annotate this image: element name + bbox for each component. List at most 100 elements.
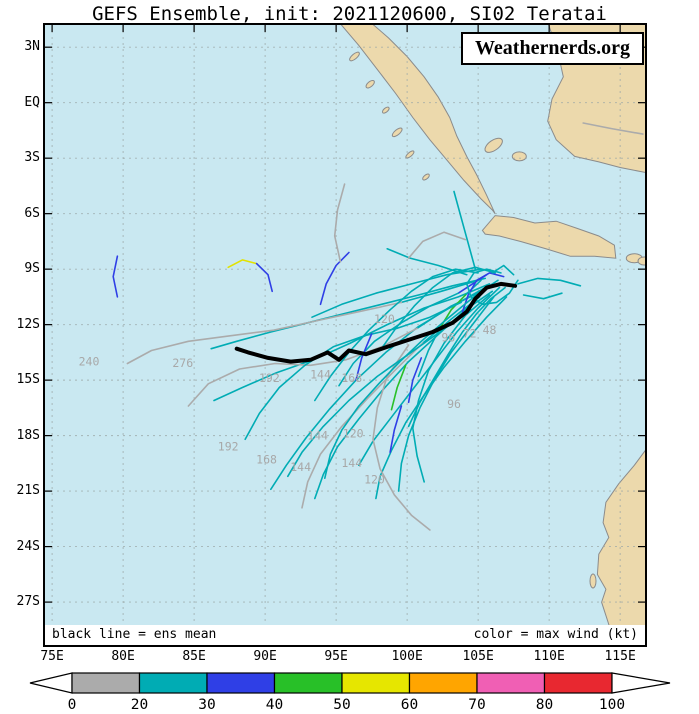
lat-label: 21S [16,483,40,499]
ensemble-track [126,301,403,365]
colorbar-label: 40 [266,697,283,712]
lon-label: 75E [40,649,64,664]
lon-label: 80E [111,649,135,664]
legend-note-mean: black line = ens mean [52,627,217,642]
ensemble-track [319,251,350,306]
island-simeulue [349,51,360,62]
ensemble-track [389,405,403,454]
island-bangka [484,137,503,153]
island-pagai [405,150,415,159]
lon-label: 115E [604,649,636,664]
lat-label: 15S [16,372,40,388]
lat-label: 12S [16,316,40,332]
graticule [45,25,645,645]
ensemble-track [407,231,467,259]
island-batu [381,106,390,114]
lon-label: 85E [182,649,206,664]
legend-note-color: color = max wind (kt) [473,627,638,642]
lon-label: 90E [253,649,277,664]
lon-label: 110E [533,649,565,664]
ensemble-track [287,309,472,478]
ensemble-track [355,333,373,381]
ensemble-track [407,357,423,404]
hour-label: 144 [310,367,331,381]
ensemble-track [358,286,501,466]
lat-label: 24S [16,538,40,554]
colorbar-segment [206,672,276,694]
watermark-box: Weathernerds.org [461,32,644,65]
hour-label: 72 [463,327,477,341]
ocean-area [45,25,645,645]
colorbar-label: 80 [536,697,553,712]
hour-label: 192 [259,371,280,385]
ensemble-track [301,342,424,509]
ensemble-track [227,259,258,269]
lat-label: 3N [24,39,40,55]
ensemble-track [517,277,582,287]
lon-label: 105E [462,649,494,664]
island-siberut [391,127,403,138]
hour-label: 192 [218,439,239,453]
hour-label: 144 [341,456,362,470]
colorbar-segment [71,672,141,694]
hour-label: 96 [441,330,455,344]
ensemble-track [324,279,499,479]
colorbar-label: 20 [131,697,148,712]
ensemble-track [453,190,477,270]
colorbar-label: 50 [333,697,350,712]
ensemble-track [461,272,505,313]
colorbar-label: 30 [198,697,215,712]
ensemble-track [338,292,460,387]
island-lombok [637,256,645,266]
hour-label: 120 [343,426,364,440]
island-enggano [422,173,430,181]
lon-label: 100E [391,649,423,664]
colorbar-segment [273,672,343,694]
lat-label: 9S [24,261,40,277]
island-nias [365,79,375,89]
island-belitung [511,151,527,162]
colorbar-arrow-right [611,672,671,694]
ensemble-track [372,344,431,531]
ensemble-track [255,262,273,293]
mean-track [234,281,518,364]
ensemble-track [244,301,462,441]
colorbar-arrow-left [29,672,73,694]
ensemble-track [213,283,491,402]
hour-label: 144 [290,460,311,474]
colorbar-label: 0 [68,697,77,712]
ensemble-track [407,286,506,428]
ensemble-track [416,288,486,330]
figure-title: GEFS Ensemble, init: 2021120600, SI02 Te… [92,3,607,25]
ensemble-track [582,122,644,135]
colorbar-segment [341,672,411,694]
ensemble-track [397,296,495,492]
island-dirk-hartog [589,573,597,589]
colorbar-segment [543,672,613,694]
hour-label: 48 [483,323,497,337]
map-panel: 240 276 192 144 168 120 96 72 48 192 168 144 144 120 1… [43,23,647,647]
ensemble-track [333,183,346,263]
lat-label: 27S [16,594,40,610]
ensemble-track [522,292,563,300]
colorbar-segment [408,672,478,694]
ensemble-track [412,294,491,483]
watermark-text: Weathernerds.org [475,37,630,59]
hour-label: 120 [374,312,395,326]
colorbar-label: 70 [468,697,485,712]
colorbar-segment [138,672,208,694]
colorbar-label: 60 [401,697,418,712]
lat-label: 6S [24,205,40,221]
lon-label: 95E [324,649,348,664]
ensemble-track [466,268,519,306]
ensemble-track [400,279,479,304]
lat-label: 18S [16,427,40,443]
ensemble-track [390,364,407,411]
colorbar-label: 100 [599,697,625,712]
ensemble-track [314,268,479,402]
colorbar-segment [476,672,546,694]
footer-band: black line = ens mean color = max wind (… [45,625,645,645]
